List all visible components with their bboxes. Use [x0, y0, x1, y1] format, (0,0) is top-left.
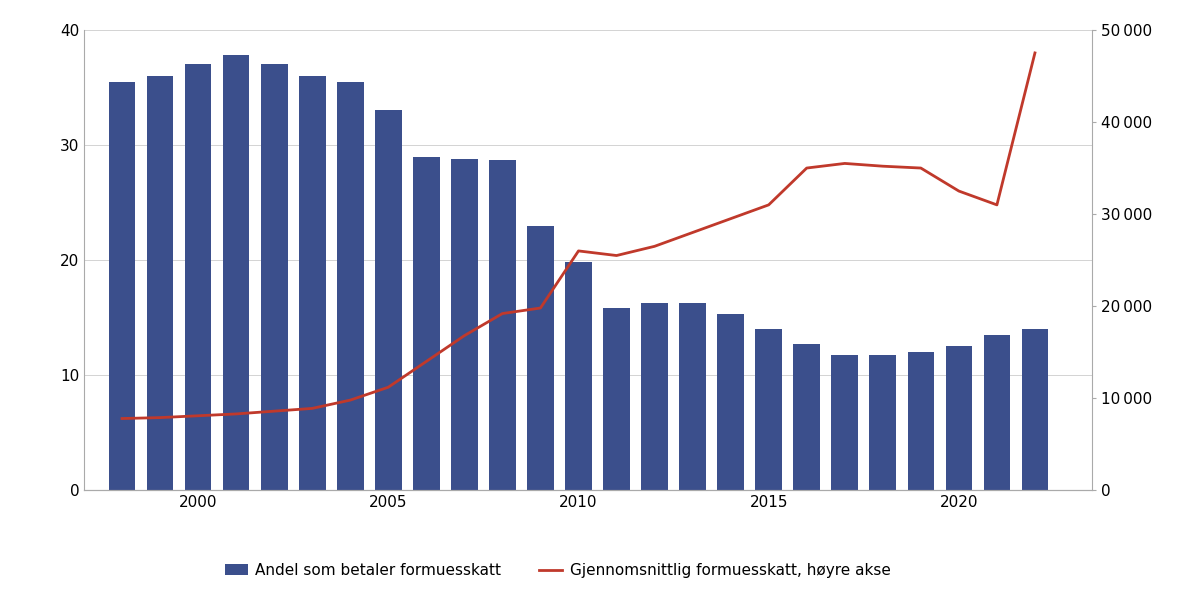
Gjennomsnittlig formuesskatt, høyre akse: [1027, 50, 1042, 57]
Bar: [146, 76, 173, 490]
Gjennomsnittlig formuesskatt, høyre akse: [724, 215, 738, 222]
Bar: [490, 160, 516, 490]
Gjennomsnittlig formuesskatt, høyre akse: [305, 405, 319, 412]
Bar: [223, 55, 250, 490]
Gjennomsnittlig formuesskatt, høyre akse: [913, 164, 928, 172]
Gjennomsnittlig formuesskatt, høyre akse: [152, 414, 167, 421]
Bar: [185, 65, 211, 490]
Bar: [832, 355, 858, 490]
Gjennomsnittlig formuesskatt, høyre akse: [191, 412, 205, 419]
Bar: [413, 157, 439, 490]
Bar: [451, 159, 478, 490]
Gjennomsnittlig formuesskatt, høyre akse: [457, 332, 472, 339]
Bar: [984, 335, 1010, 490]
Bar: [109, 82, 136, 490]
Gjennomsnittlig formuesskatt, høyre akse: [382, 384, 396, 391]
Bar: [755, 329, 782, 490]
Gjennomsnittlig formuesskatt, høyre akse: [952, 188, 966, 195]
Gjennomsnittlig formuesskatt, høyre akse: [266, 408, 281, 415]
Bar: [565, 263, 592, 490]
Gjennomsnittlig formuesskatt, høyre akse: [115, 415, 130, 422]
Gjennomsnittlig formuesskatt, høyre akse: [876, 163, 890, 170]
Gjennomsnittlig formuesskatt, høyre akse: [799, 164, 814, 172]
Gjennomsnittlig formuesskatt, høyre akse: [533, 304, 547, 312]
Gjennomsnittlig formuesskatt, høyre akse: [571, 248, 586, 255]
Gjennomsnittlig formuesskatt, høyre akse: [419, 358, 433, 365]
Bar: [641, 303, 668, 490]
Gjennomsnittlig formuesskatt, høyre akse: [610, 252, 624, 259]
Bar: [260, 65, 288, 490]
Bar: [337, 82, 364, 490]
Bar: [870, 355, 896, 490]
Bar: [527, 225, 553, 490]
Legend: Andel som betaler formuesskatt, Gjennomsnittlig formuesskatt, høyre akse: Andel som betaler formuesskatt, Gjennoms…: [218, 557, 896, 584]
Gjennomsnittlig formuesskatt, høyre akse: [838, 160, 852, 167]
Gjennomsnittlig formuesskatt, høyre akse: [343, 396, 358, 404]
Bar: [793, 344, 820, 490]
Gjennomsnittlig formuesskatt, høyre akse: [685, 229, 700, 236]
Bar: [604, 309, 630, 490]
Bar: [907, 352, 934, 490]
Bar: [299, 76, 325, 490]
Gjennomsnittlig formuesskatt, høyre akse: [990, 202, 1004, 209]
Bar: [718, 314, 744, 490]
Line: Gjennomsnittlig formuesskatt, høyre akse: Gjennomsnittlig formuesskatt, høyre akse: [122, 53, 1034, 419]
Bar: [374, 111, 402, 490]
Gjennomsnittlig formuesskatt, høyre akse: [496, 310, 510, 317]
Gjennomsnittlig formuesskatt, høyre akse: [762, 202, 776, 209]
Gjennomsnittlig formuesskatt, høyre akse: [229, 410, 244, 417]
Bar: [946, 346, 972, 490]
Bar: [679, 303, 706, 490]
Gjennomsnittlig formuesskatt, høyre akse: [647, 243, 661, 250]
Bar: [1021, 329, 1049, 490]
